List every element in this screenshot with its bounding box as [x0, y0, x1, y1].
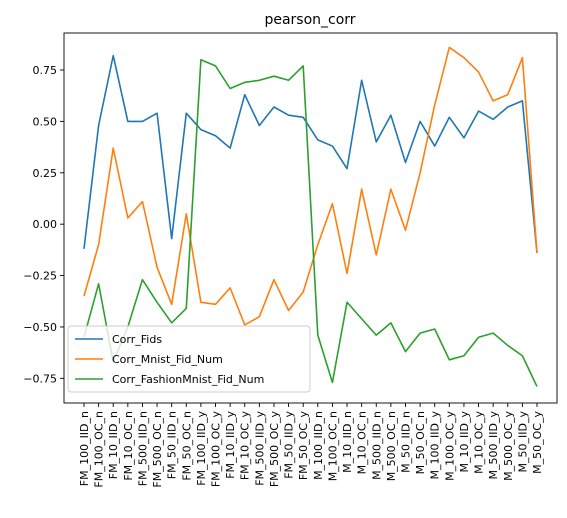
x-tick-label: FM_500_OC_y — [268, 411, 281, 488]
x-tick-label: M_100_OC_y — [443, 411, 456, 481]
x-tick-label: M_500_IID_y — [487, 411, 500, 480]
x-tick-label: M_100_IID_n — [312, 411, 325, 480]
y-tick-label: 0.50 — [33, 115, 58, 128]
legend-label-0: Corr_Fids — [112, 333, 162, 346]
chart-title: pearson_corr — [264, 12, 355, 28]
x-tick-label: M_500_OC_y — [502, 411, 515, 481]
x-tick-label: FM_500_IID_n — [136, 411, 149, 486]
x-tick-label: M_50_OC_n — [414, 411, 427, 474]
series-line-0 — [83, 54, 538, 254]
x-tick-label: FM_50_IID_n — [166, 411, 179, 479]
y-tick-label: −0.75 — [23, 372, 57, 385]
x-tick-label: M_500_OC_n — [385, 411, 398, 481]
legend-label-1: Corr_Mnist_Fid_Num — [112, 353, 223, 366]
x-tick-label: M_50_OC_y — [531, 411, 544, 474]
x-tick-label: FM_50_OC_y — [297, 411, 310, 481]
x-tick-label: FM_50_OC_n — [180, 411, 193, 481]
x-tick-label: FM_500_IID_y — [253, 411, 266, 486]
x-tick-label: FM_100_IID_y — [195, 411, 208, 486]
x-tick-label: M_10_OC_y — [473, 411, 486, 474]
x-tick-label: FM_500_OC_n — [151, 411, 164, 488]
y-tick-label: 0.00 — [33, 218, 58, 231]
legend-box — [67, 325, 311, 393]
x-tick-label: M_100_OC_n — [326, 411, 339, 481]
x-tick-label: FM_10_IID_n — [107, 411, 120, 479]
x-tick-label: FM_50_IID_y — [283, 411, 296, 479]
x-tick-label: M_100_IID_y — [429, 411, 442, 480]
x-tick-label: M_50_IID_y — [516, 411, 529, 473]
x-tick-label: M_500_IID_n — [370, 411, 383, 480]
y-tick-label: 0.75 — [33, 64, 58, 77]
x-tick-label: FM_100_IID_n — [78, 411, 91, 486]
x-tick-label: M_10_IID_n — [341, 411, 354, 473]
series-line-1 — [83, 46, 538, 326]
legend-label-2: Corr_FashionMnist_Fid_Num — [112, 373, 264, 386]
x-tick-label: FM_10_IID_y — [224, 411, 237, 479]
y-tick-label: 0.25 — [33, 167, 58, 180]
plot-area: −0.75 −0.50 −0.25 0.00 0.25 0.50 0.75 FM_100_II… — [23, 32, 558, 488]
y-tick-label: −0.25 — [23, 270, 57, 283]
y-tick-label: −0.50 — [23, 321, 57, 334]
axes-frame — [63, 32, 558, 404]
x-tick-label: FM_100_OC_y — [210, 411, 223, 488]
x-tick-label: FM_100_OC_n — [93, 411, 106, 488]
x-tick-label: M_10_IID_y — [458, 411, 471, 473]
x-tick-label: M_50_IID_n — [399, 411, 412, 473]
x-tick-label: FM_10_OC_n — [122, 411, 135, 481]
series-line-2 — [83, 58, 538, 387]
x-tick-label: M_10_OC_n — [356, 411, 369, 474]
x-tick-label: FM_10_OC_y — [239, 411, 252, 481]
